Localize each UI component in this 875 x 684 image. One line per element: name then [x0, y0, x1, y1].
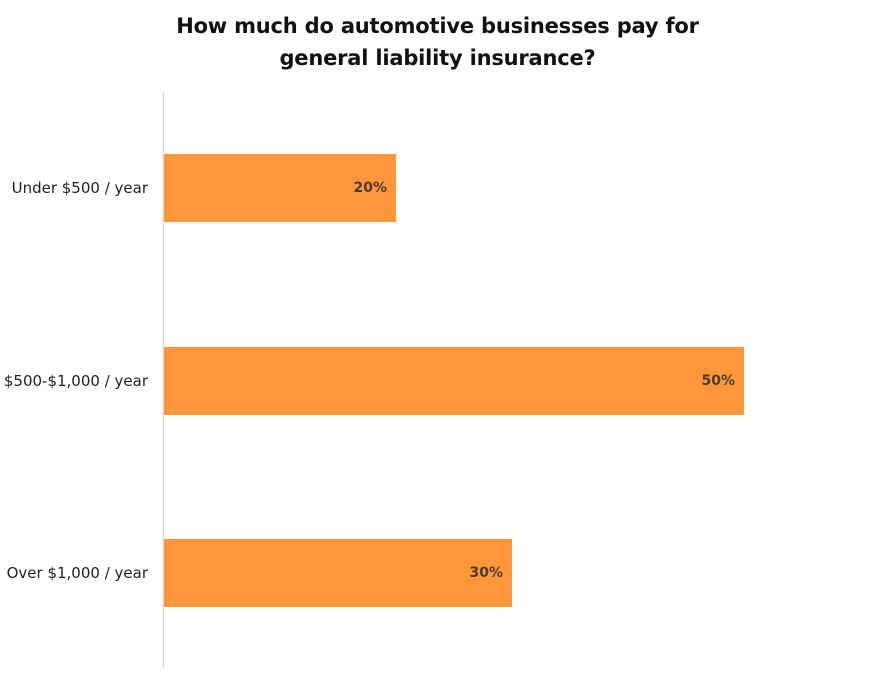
category-label: Over $1,000 / year: [6, 564, 148, 582]
chart-title: How much do automotive businesses pay fo…: [0, 10, 875, 74]
bar-row-500-1000: $500-$1,000 / year 50%: [0, 347, 875, 415]
category-label: $500-$1,000 / year: [3, 372, 148, 390]
bar-500-1000: 50%: [164, 347, 744, 415]
bar-row-under-500: Under $500 / year 20%: [0, 154, 875, 222]
bar-over-1000: 30%: [164, 539, 512, 607]
bar-value-label: 20%: [353, 180, 387, 196]
category-label: Under $500 / year: [11, 179, 148, 197]
bar-value-label: 30%: [469, 565, 503, 581]
bar-value-label: 50%: [701, 373, 735, 389]
bar-row-over-1000: Over $1,000 / year 30%: [0, 539, 875, 607]
chart-title-line-1: How much do automotive businesses pay fo…: [176, 14, 699, 38]
bar-under-500: 20%: [164, 154, 396, 222]
category-axis-line: [163, 92, 164, 668]
chart-title-line-2: general liability insurance?: [279, 46, 596, 70]
